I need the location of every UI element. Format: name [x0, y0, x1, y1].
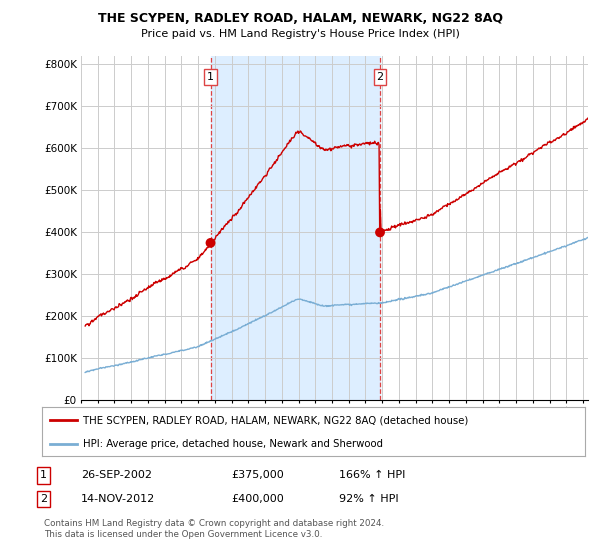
Text: Contains HM Land Registry data © Crown copyright and database right 2024.
This d: Contains HM Land Registry data © Crown c… [44, 519, 384, 539]
Text: 92% ↑ HPI: 92% ↑ HPI [339, 494, 398, 504]
Bar [211, 56, 380, 400]
Text: THE SCYPEN, RADLEY ROAD, HALAM, NEWARK, NG22 8AQ (detached house): THE SCYPEN, RADLEY ROAD, HALAM, NEWARK, … [83, 416, 468, 426]
Text: 1: 1 [40, 470, 47, 480]
Text: Price paid vs. HM Land Registry's House Price Index (HPI): Price paid vs. HM Land Registry's House … [140, 29, 460, 39]
Text: 166% ↑ HPI: 166% ↑ HPI [339, 470, 406, 480]
Text: 1: 1 [207, 72, 214, 82]
Text: 26-SEP-2002: 26-SEP-2002 [81, 470, 152, 480]
Point [375, 228, 385, 237]
Text: £400,000: £400,000 [231, 494, 284, 504]
Text: 14-NOV-2012: 14-NOV-2012 [81, 494, 155, 504]
Text: HPI: Average price, detached house, Newark and Sherwood: HPI: Average price, detached house, Newa… [83, 439, 383, 449]
Text: 2: 2 [40, 494, 47, 504]
Point [206, 239, 215, 248]
Text: £375,000: £375,000 [231, 470, 284, 480]
Text: THE SCYPEN, RADLEY ROAD, HALAM, NEWARK, NG22 8AQ: THE SCYPEN, RADLEY ROAD, HALAM, NEWARK, … [97, 12, 503, 25]
Text: 2: 2 [376, 72, 383, 82]
